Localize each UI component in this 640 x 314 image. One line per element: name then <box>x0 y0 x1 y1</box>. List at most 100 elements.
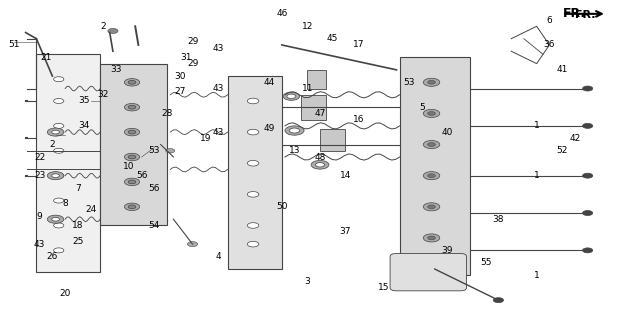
Circle shape <box>428 205 435 209</box>
Circle shape <box>124 78 140 86</box>
Circle shape <box>188 242 198 246</box>
Circle shape <box>124 178 140 186</box>
Text: 6: 6 <box>547 16 552 24</box>
Text: 42: 42 <box>569 134 580 143</box>
Circle shape <box>54 77 64 82</box>
Text: 46: 46 <box>276 9 287 18</box>
Bar <box>228 76 282 269</box>
Bar <box>307 70 326 89</box>
Circle shape <box>289 128 300 133</box>
Text: 36: 36 <box>543 41 555 50</box>
Text: 10: 10 <box>123 162 134 171</box>
Text: 41: 41 <box>556 65 568 74</box>
Text: 33: 33 <box>110 65 122 74</box>
Text: 27: 27 <box>174 87 186 96</box>
Text: 19: 19 <box>200 134 211 143</box>
Circle shape <box>423 109 440 117</box>
Circle shape <box>128 155 136 159</box>
Circle shape <box>124 153 140 161</box>
Circle shape <box>54 148 64 153</box>
Bar <box>36 54 100 272</box>
Text: 7: 7 <box>75 184 81 192</box>
Text: 53: 53 <box>403 78 415 87</box>
Circle shape <box>108 29 118 34</box>
Text: 48: 48 <box>314 153 326 161</box>
Circle shape <box>428 174 435 177</box>
Text: FR.: FR. <box>575 10 595 20</box>
Text: 52: 52 <box>556 146 568 155</box>
Circle shape <box>47 215 64 223</box>
Circle shape <box>247 192 259 197</box>
Text: 1: 1 <box>534 271 540 280</box>
Text: 37: 37 <box>340 227 351 236</box>
Text: 47: 47 <box>314 109 326 118</box>
Text: 31: 31 <box>180 53 192 62</box>
Circle shape <box>247 223 259 228</box>
Text: 39: 39 <box>442 246 453 255</box>
Text: 30: 30 <box>174 72 186 81</box>
Text: 2: 2 <box>100 22 106 31</box>
Text: 35: 35 <box>79 96 90 106</box>
Text: 11: 11 <box>301 84 313 93</box>
Text: 5: 5 <box>419 103 425 112</box>
Circle shape <box>128 80 136 84</box>
Circle shape <box>54 198 64 203</box>
Text: 1: 1 <box>534 171 540 180</box>
Circle shape <box>47 128 64 136</box>
Circle shape <box>423 203 440 211</box>
Circle shape <box>124 203 140 210</box>
Text: 24: 24 <box>85 205 96 214</box>
Text: 21: 21 <box>40 53 52 62</box>
Text: 14: 14 <box>340 171 351 180</box>
Text: 8: 8 <box>62 199 68 208</box>
Text: 15: 15 <box>378 283 390 292</box>
Circle shape <box>128 105 136 109</box>
Circle shape <box>54 173 64 178</box>
Text: 16: 16 <box>353 115 364 124</box>
Circle shape <box>128 180 136 184</box>
Text: 20: 20 <box>60 290 71 298</box>
Circle shape <box>128 130 136 134</box>
Text: 28: 28 <box>161 109 173 118</box>
Text: 17: 17 <box>353 41 364 50</box>
Circle shape <box>247 241 259 247</box>
Text: 25: 25 <box>72 236 84 246</box>
Circle shape <box>428 111 435 115</box>
Text: 26: 26 <box>47 252 58 261</box>
Circle shape <box>52 217 60 221</box>
Circle shape <box>423 172 440 180</box>
Circle shape <box>47 172 64 180</box>
Circle shape <box>287 94 296 99</box>
Circle shape <box>423 234 440 242</box>
Text: 9: 9 <box>36 212 42 221</box>
Circle shape <box>582 173 593 178</box>
Text: 29: 29 <box>187 59 198 68</box>
Circle shape <box>54 223 64 228</box>
Circle shape <box>428 143 435 146</box>
Circle shape <box>582 86 593 91</box>
Bar <box>399 57 470 275</box>
Text: 45: 45 <box>327 34 339 43</box>
Text: 54: 54 <box>148 221 160 230</box>
Text: 18: 18 <box>72 221 84 230</box>
Circle shape <box>423 140 440 149</box>
Circle shape <box>124 104 140 111</box>
Text: 4: 4 <box>215 252 221 261</box>
Bar <box>100 64 167 225</box>
Text: 50: 50 <box>276 202 287 211</box>
Circle shape <box>316 163 324 167</box>
Text: 22: 22 <box>34 153 45 161</box>
Text: 43: 43 <box>212 44 224 52</box>
Circle shape <box>423 78 440 86</box>
Text: 43: 43 <box>34 240 45 249</box>
Text: 2: 2 <box>49 140 55 149</box>
Circle shape <box>582 123 593 128</box>
Circle shape <box>52 174 60 177</box>
Circle shape <box>52 130 60 134</box>
Text: FR.: FR. <box>563 7 586 20</box>
Circle shape <box>283 92 300 100</box>
Circle shape <box>54 248 64 253</box>
Text: 23: 23 <box>34 171 45 180</box>
Bar <box>320 129 346 151</box>
Circle shape <box>247 129 259 135</box>
